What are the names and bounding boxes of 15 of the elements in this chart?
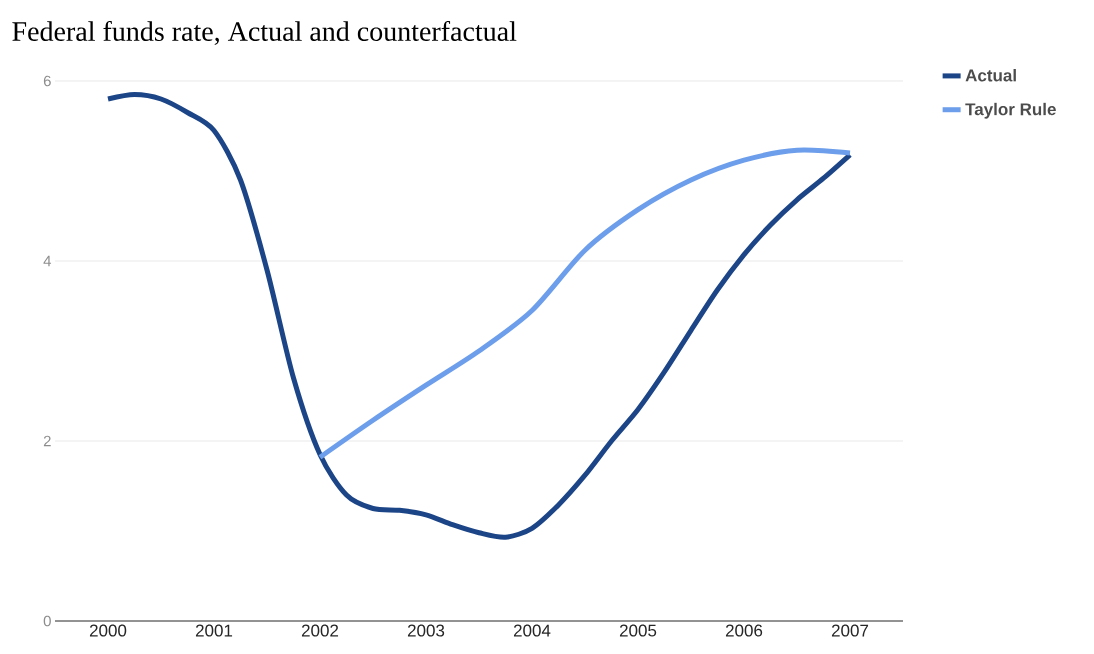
x-tick-label: 2001: [195, 624, 233, 637]
legend-label: Actual: [965, 69, 1016, 82]
x-tick-label: 2005: [619, 624, 657, 637]
y-tick-label: 2: [43, 435, 51, 447]
x-tick-label: 2006: [725, 624, 763, 637]
x-tick-label: 2003: [407, 624, 445, 637]
x-tick-label: 2007: [831, 624, 869, 637]
x-tick-label: 2000: [89, 624, 127, 637]
legend-label: Taylor Rule: [965, 102, 1056, 119]
y-tick-label: 0: [43, 615, 51, 627]
x-tick-label: 2004: [513, 624, 551, 637]
y-tick-label: 4: [43, 255, 52, 267]
x-tick-label: 2002: [301, 624, 339, 637]
y-tick-label: 6: [43, 75, 51, 87]
chart-title: Federal funds rate, Actual and counterfactual: [12, 20, 517, 46]
